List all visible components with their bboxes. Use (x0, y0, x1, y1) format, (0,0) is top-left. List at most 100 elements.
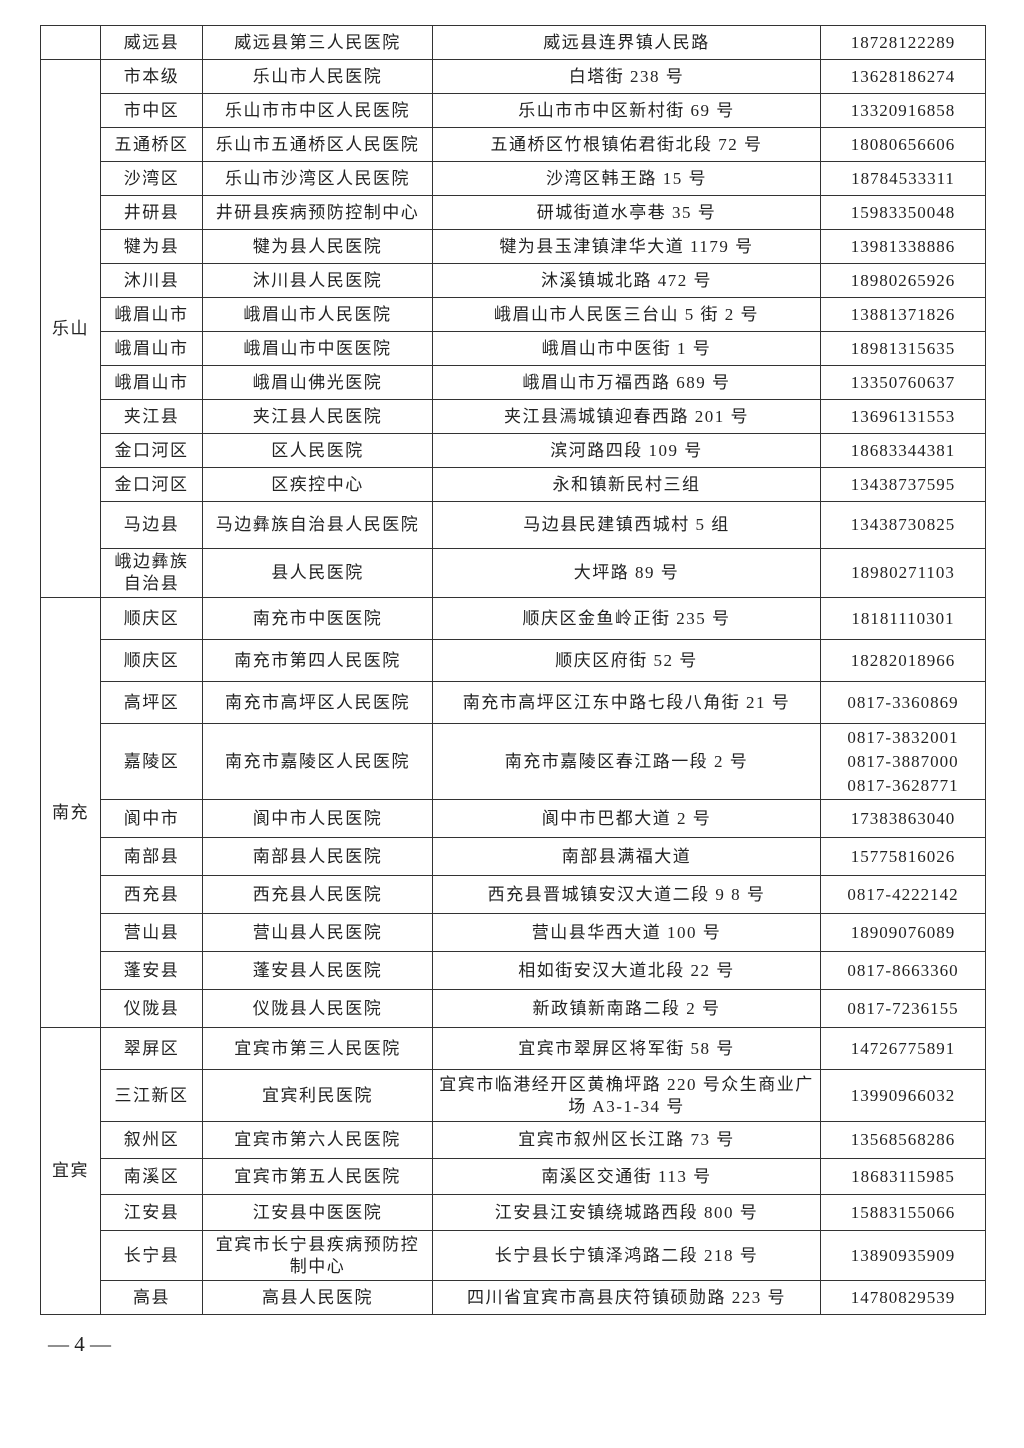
county-cell: 峨眉山市 (100, 297, 203, 332)
table-row: 江安县 江安县中医医院 江安县江安镇绕城路西段 800 号 15883155066 (41, 1194, 986, 1231)
hospital-cell: 南充市嘉陵区人民医院 (202, 723, 433, 800)
phone-number: 0817-3628771 (847, 775, 959, 795)
hospital-cell: 宜宾市第三人民医院 (202, 1027, 433, 1070)
phone-cell: 0817-7236155 (820, 989, 986, 1028)
county-cell: 高县 (100, 1280, 203, 1315)
table-row: 峨眉山市 峨眉山佛光医院 峨眉山市万福西路 689 号 13350760637 (41, 365, 986, 400)
table-row: 仪陇县 仪陇县人民医院 新政镇新南路二段 2 号 0817-7236155 (41, 989, 986, 1028)
hospital-cell: 南充市第四人民医院 (202, 639, 433, 682)
table-row: 南充 顺庆区 南充市中医医院 顺庆区金鱼岭正街 235 号 18181110301 (40, 597, 986, 1028)
county-cell: 犍为县 (100, 229, 203, 264)
phone-number: 0817-3887000 (847, 751, 959, 771)
phone-number: 0817-3832001 (847, 727, 959, 747)
county-cell: 江安县 (100, 1194, 203, 1231)
county-cell: 顺庆区 (100, 639, 203, 682)
county-cell: 井研县 (100, 195, 203, 230)
phone-cell: 18909076089 (820, 913, 986, 952)
region-cell: 乐山 (40, 59, 101, 598)
county-cell: 五通桥区 (100, 127, 203, 162)
phone-cell: 13320916858 (820, 93, 986, 128)
county-cell: 夹江县 (100, 399, 203, 434)
phone-cell: 13628186274 (820, 59, 986, 94)
county-cell: 峨眉山市 (100, 365, 203, 400)
phone-cell: 18981315635 (820, 331, 986, 366)
county-cell: 蓬安县 (100, 951, 203, 990)
hospital-cell: 峨眉山佛光医院 (202, 365, 433, 400)
phone-cell: 0817-8663360 (820, 951, 986, 990)
phone-cell: 18282018966 (820, 639, 986, 682)
county-cell: 马边县 (100, 501, 203, 549)
address-cell: 相如街安汉大道北段 22 号 (432, 951, 821, 990)
phone-cell: 18080656606 (820, 127, 986, 162)
county-cell: 南溪区 (100, 1158, 203, 1195)
table-row: 高县 高县人民医院 四川省宜宾市高县庆符镇硕勋路 223 号 14780829539 (41, 1280, 986, 1315)
county-cell: 翠屏区 (100, 1027, 203, 1070)
address-cell: 峨眉山市万福西路 689 号 (432, 365, 821, 400)
address-cell: 峨眉山市中医街 1 号 (432, 331, 821, 366)
table-row: 犍为县 犍为县人民医院 犍为县玉津镇津华大道 1179 号 13981338886 (41, 229, 986, 264)
address-cell: 沐溪镇城北路 472 号 (432, 263, 821, 298)
table-row: 叙州区 宜宾市第六人民医院 宜宾市叙州区长江路 73 号 13568568286 (41, 1121, 986, 1159)
table-row: 井研县 井研县疾病预防控制中心 研城街道水亭巷 35 号 15983350048 (41, 195, 986, 230)
phone-cell: 0817-3832001 0817-3887000 0817-3628771 (820, 723, 986, 800)
address-cell: 威远县连界镇人民路 (432, 25, 821, 60)
hospital-cell: 南充市高坪区人民医院 (202, 681, 433, 724)
phone-cell: 15983350048 (820, 195, 986, 230)
phone-cell: 18980271103 (820, 548, 986, 598)
table-row: 长宁县 宜宾市长宁县疾病预防控制中心 长宁县长宁镇泽鸿路二段 218 号 138909… (41, 1230, 986, 1281)
phone-cell: 0817-4222142 (820, 875, 986, 914)
phone-cell: 13981338886 (820, 229, 986, 264)
phone-cell: 14726775891 (820, 1027, 986, 1070)
address-cell: 五通桥区竹根镇佑君街北段 72 号 (432, 127, 821, 162)
phone-cell: 17383863040 (820, 799, 986, 838)
table-row: 顺庆区 南充市第四人民医院 顺庆区府街 52 号 18282018966 (41, 639, 986, 682)
phone-cell: 13990966032 (820, 1069, 986, 1122)
hospital-cell: 峨眉山市中医医院 (202, 331, 433, 366)
county-cell: 高坪区 (100, 681, 203, 724)
county-cell: 沙湾区 (100, 161, 203, 196)
hospital-cell: 宜宾利民医院 (202, 1069, 433, 1122)
address-cell: 马边县民建镇西城村 5 组 (432, 501, 821, 549)
table-row: 南部县 南部县人民医院 南部县满福大道 15775816026 (41, 837, 986, 876)
table-row: 峨边彝族自治县 县人民医院 大坪路 89 号 18980271103 (41, 548, 986, 598)
table-row: 南溪区 宜宾市第五人民医院 南溪区交通街 113 号 18683115985 (41, 1158, 986, 1195)
hospital-cell: 西充县人民医院 (202, 875, 433, 914)
address-cell: 乐山市市中区新村街 69 号 (432, 93, 821, 128)
address-cell: 南溪区交通街 113 号 (432, 1158, 821, 1195)
county-cell: 顺庆区 (100, 597, 203, 640)
table-row: 乐山 市本级 乐山市人民医院 白塔街 238 号 13628186274 (40, 59, 986, 598)
phone-cell: 15883155066 (820, 1194, 986, 1231)
table-row: 峨眉山市 峨眉山市人民医院 峨眉山市人民医三台山 5 街 2 号 1388137182… (41, 297, 986, 332)
phone-cell: 13890935909 (820, 1230, 986, 1281)
county-cell: 西充县 (100, 875, 203, 914)
address-cell: 宜宾市叙州区长江路 73 号 (432, 1121, 821, 1159)
table-row: 沐川县 沐川县人民医院 沐溪镇城北路 472 号 18980265926 (41, 263, 986, 298)
hospital-cell: 宜宾市长宁县疾病预防控制中心 (202, 1230, 433, 1281)
phone-cell: 18683115985 (820, 1158, 986, 1195)
page-number: — 4 — (48, 1332, 111, 1356)
hospital-cell: 营山县人民医院 (202, 913, 433, 952)
county-cell: 三江新区 (100, 1069, 203, 1122)
phone-cell: 15775816026 (820, 837, 986, 876)
county-cell: 金口河区 (100, 467, 203, 502)
hospital-cell: 夹江县人民医院 (202, 399, 433, 434)
hospital-cell: 区人民医院 (202, 433, 433, 468)
phone-cell: 18980265926 (820, 263, 986, 298)
address-cell: 四川省宜宾市高县庆符镇硕勋路 223 号 (432, 1280, 821, 1315)
county-cell: 营山县 (100, 913, 203, 952)
phone-cell: 0817-3360869 (820, 681, 986, 724)
phone-cell: 13438737595 (820, 467, 986, 502)
hospital-cell: 县人民医院 (202, 548, 433, 598)
phone-cell: 18784533311 (820, 161, 986, 196)
table-row: 阆中市 阆中市人民医院 阆中市巴都大道 2 号 17383863040 (41, 799, 986, 838)
table-row: 夹江县 夹江县人民医院 夹江县漹城镇迎春西路 201 号 13696131553 (41, 399, 986, 434)
address-cell: 犍为县玉津镇津华大道 1179 号 (432, 229, 821, 264)
table-row: 高坪区 南充市高坪区人民医院 南充市高坪区江东中路七段八角街 21 号 0817-33… (41, 681, 986, 724)
hospital-cell: 南部县人民医院 (202, 837, 433, 876)
county-cell: 市中区 (100, 93, 203, 128)
phone-cell: 13696131553 (820, 399, 986, 434)
county-cell: 市本级 (100, 59, 203, 94)
phone-cell: 13881371826 (820, 297, 986, 332)
table-row: 宜宾 翠屏区 宜宾市第三人民医院 宜宾市翠屏区将军街 58 号 14726775891 (40, 1027, 986, 1315)
